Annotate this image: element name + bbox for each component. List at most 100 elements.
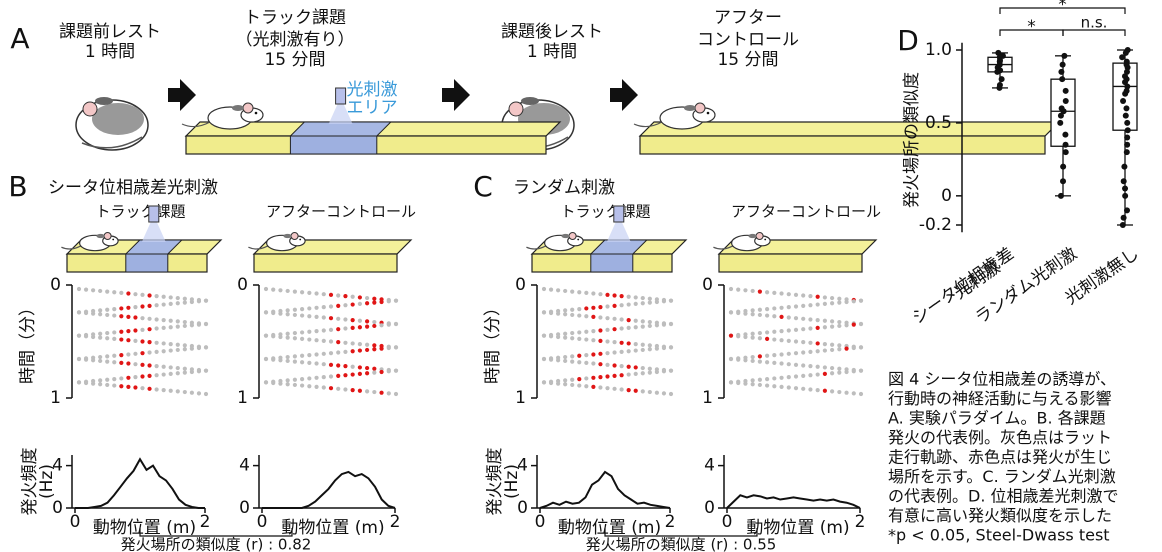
spike xyxy=(119,361,123,365)
trajectory-dot xyxy=(736,358,740,362)
trajectory-dot xyxy=(837,297,841,301)
spike xyxy=(591,352,595,356)
trajectory-dot xyxy=(98,289,102,293)
trajectory-dot xyxy=(669,345,673,349)
trajectory-dot xyxy=(830,319,834,323)
trajectory-dot xyxy=(387,369,391,373)
trajectory-dot xyxy=(314,306,318,310)
spike xyxy=(729,334,733,338)
point xyxy=(1124,149,1130,155)
trajectory-dot xyxy=(307,361,311,365)
trajectory-dot xyxy=(794,293,798,297)
trajectory-dot xyxy=(808,326,812,330)
point xyxy=(1122,91,1128,97)
trajectory-dot xyxy=(365,296,369,300)
trajectory-dot xyxy=(293,383,297,387)
spike xyxy=(758,289,762,293)
spike xyxy=(358,325,362,329)
trajectory-dot xyxy=(394,322,398,326)
trajectory-dot xyxy=(808,373,812,377)
trajectory-dot xyxy=(293,331,297,335)
trajectory-dot xyxy=(605,316,609,320)
trajectory-dot xyxy=(112,330,116,334)
trajectory-dot xyxy=(852,299,856,303)
trajectory-dot xyxy=(563,336,567,340)
spike xyxy=(598,339,602,343)
tick-label: 1 xyxy=(237,388,248,408)
trajectory-dot xyxy=(794,363,798,367)
point xyxy=(1063,142,1069,148)
trajectory-dot xyxy=(577,330,581,334)
caption-line: A. 実験パラダイム。B. 各課題 xyxy=(888,409,1106,428)
trajectory-dot xyxy=(859,345,863,349)
tick-label: 2 xyxy=(665,512,676,532)
trajectory-dot xyxy=(634,348,638,352)
mouse-implant xyxy=(748,234,756,238)
figure: A課題前レスト1 時間トラック課題（光刺激有り）15 分間課題後レスト1 時間ア… xyxy=(0,0,1162,552)
trajectory-dot xyxy=(542,310,546,314)
trajectory-dot xyxy=(743,288,747,292)
trajectory-dot xyxy=(758,359,762,363)
trajectory-dot xyxy=(634,342,638,346)
trajectory-dot xyxy=(162,302,166,306)
tick-label: 2 xyxy=(390,512,401,532)
trajectory-dot xyxy=(155,317,159,321)
trajectory-dot xyxy=(823,325,827,329)
trajectory-dot xyxy=(105,331,109,335)
trajectory-dot xyxy=(648,324,652,328)
trajectory-dot xyxy=(314,352,318,356)
spike xyxy=(612,327,616,331)
trajectory-dot xyxy=(387,391,391,395)
trajectory-dot xyxy=(112,354,116,358)
trajectory-dot xyxy=(787,385,791,389)
trajectory-dot xyxy=(155,350,159,354)
spike xyxy=(598,362,602,366)
trajectory-dot xyxy=(322,339,326,343)
trajectory-dot xyxy=(176,343,180,347)
trajectory-dot xyxy=(140,293,144,297)
panel-title: ランダム刺激 xyxy=(513,178,615,198)
tick-label: 4 xyxy=(704,456,715,476)
trajectory-dot xyxy=(662,299,666,303)
tick-label: 0 xyxy=(50,275,61,295)
spike xyxy=(365,371,369,375)
trajectory-dot xyxy=(620,303,624,307)
trajectory-dot xyxy=(801,387,805,391)
trajectory-dot xyxy=(655,370,659,374)
trajectory-dot xyxy=(271,381,275,385)
trajectory-dot xyxy=(758,313,762,317)
trajectory-dot xyxy=(183,320,187,324)
trajectory-dot xyxy=(286,336,290,340)
trajectory-dot xyxy=(584,361,588,365)
trajectory-dot xyxy=(605,351,609,355)
trajectory-dot xyxy=(577,307,581,311)
trajectory-dot xyxy=(570,331,574,335)
trajectory-dot xyxy=(627,295,631,299)
spike xyxy=(605,293,609,297)
spike xyxy=(379,347,383,351)
step-label: アフター xyxy=(714,8,782,28)
trajectory-dot xyxy=(176,296,180,300)
spike xyxy=(372,347,376,351)
trajectory-dot xyxy=(844,391,848,395)
panel-letter: D xyxy=(897,24,919,57)
trajectory-dot xyxy=(570,308,574,312)
trajectory-dot xyxy=(852,346,856,350)
trajectory-dot xyxy=(591,291,595,295)
trajectory-dot xyxy=(852,369,856,373)
trajectory-dot xyxy=(765,290,769,294)
point xyxy=(1120,98,1126,104)
trajectory-dot xyxy=(563,382,567,386)
trajectory-dot xyxy=(620,364,624,368)
spike xyxy=(343,364,347,368)
trajectory-dot xyxy=(358,342,362,346)
trajectory-dot xyxy=(634,319,638,323)
spike xyxy=(591,376,595,380)
point xyxy=(1124,207,1130,213)
trajectory-dot xyxy=(322,328,326,332)
trajectory-dot xyxy=(329,374,333,378)
trajectory-dot xyxy=(336,350,340,354)
trajectory-dot xyxy=(112,313,116,317)
trajectory-dot xyxy=(620,317,624,321)
spike xyxy=(598,328,602,332)
